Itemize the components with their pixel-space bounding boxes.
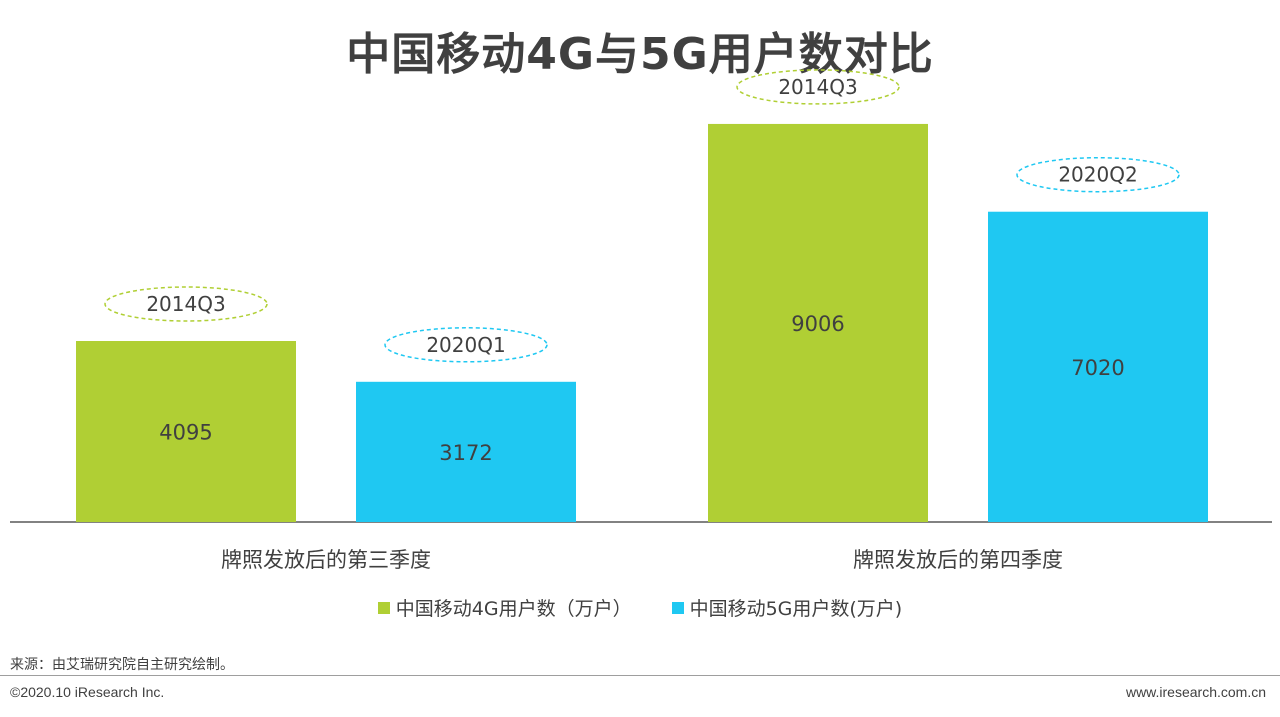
footer-divider [0,675,1280,676]
legend-label-5g: 中国移动5G用户数(万户) [689,598,903,620]
quarter-ellipse-5g-1 [384,327,548,363]
website-link[interactable]: www.iresearch.com.cn [1125,684,1266,700]
quarter-label-4g-2: 2014Q3 [778,75,857,99]
bar-5g-1 [356,381,576,522]
legend-item-5g: 中国移动5G用户数(万户) [671,594,903,621]
quarter-ellipse-4g-2 [736,69,900,105]
legend-swatch-4g [377,601,390,614]
data-label-5g-2: 7020 [1071,356,1124,380]
legend-item-4g: 中国移动4G用户数（万户） [377,594,632,621]
data-label-5g-1: 3172 [439,441,492,465]
bar-4g-2 [708,123,928,522]
legend: 中国移动4G用户数（万户） 中国移动5G用户数(万户) [0,594,1280,621]
bar-4g-1 [76,341,296,522]
quarter-label-5g-2: 2020Q2 [1058,163,1137,187]
category-label-2: 牌照发放后的第四季度 [853,548,1063,572]
quarter-ellipse-4g-1 [104,286,268,322]
data-label-4g-2: 9006 [791,312,844,336]
source-note: 来源：由艾瑞研究院自主研究绘制。 [10,657,234,673]
quarter-label-4g-1: 2014Q3 [146,292,225,316]
bar-5g-2 [988,211,1208,522]
quarter-ellipse-5g-2 [1016,156,1180,193]
category-label-1: 牌照发放后的第三季度 [221,548,431,572]
quarter-label-5g-1: 2020Q1 [426,333,505,357]
copyright: ©2020.10 iResearch Inc. [10,684,165,700]
data-label-4g-1: 4095 [159,421,212,445]
legend-label-4g: 中国移动4G用户数（万户） [395,598,632,620]
legend-swatch-5g [671,601,684,614]
chart-title: 中国移动4G与5G用户数对比 [346,29,934,80]
